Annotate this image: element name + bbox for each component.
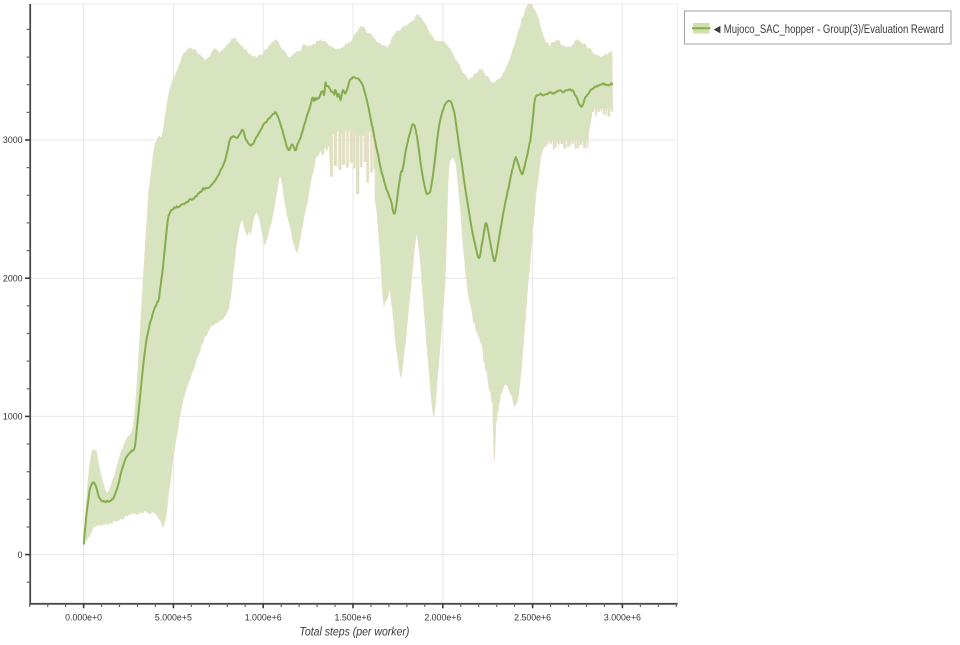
svg-text:Mujoco_SAC_hopper - Group(3)/E: Mujoco_SAC_hopper - Group(3)/Evaluation … [724, 22, 944, 36]
svg-text:0: 0 [18, 550, 23, 560]
svg-text:1.000e+6: 1.000e+6 [245, 612, 282, 622]
svg-text:Total steps (per worker): Total steps (per worker) [299, 625, 409, 639]
svg-text:2.000e+6: 2.000e+6 [424, 612, 461, 622]
svg-text:2.500e+6: 2.500e+6 [514, 612, 551, 622]
svg-text:3.000e+6: 3.000e+6 [604, 612, 641, 622]
svg-text:2000: 2000 [3, 273, 23, 283]
svg-text:5.000e+5: 5.000e+5 [155, 612, 192, 622]
svg-text:1.500e+6: 1.500e+6 [335, 612, 372, 622]
svg-text:3000: 3000 [3, 135, 23, 145]
svg-text:0.000e+0: 0.000e+0 [65, 612, 102, 622]
svg-text:1000: 1000 [3, 412, 23, 422]
